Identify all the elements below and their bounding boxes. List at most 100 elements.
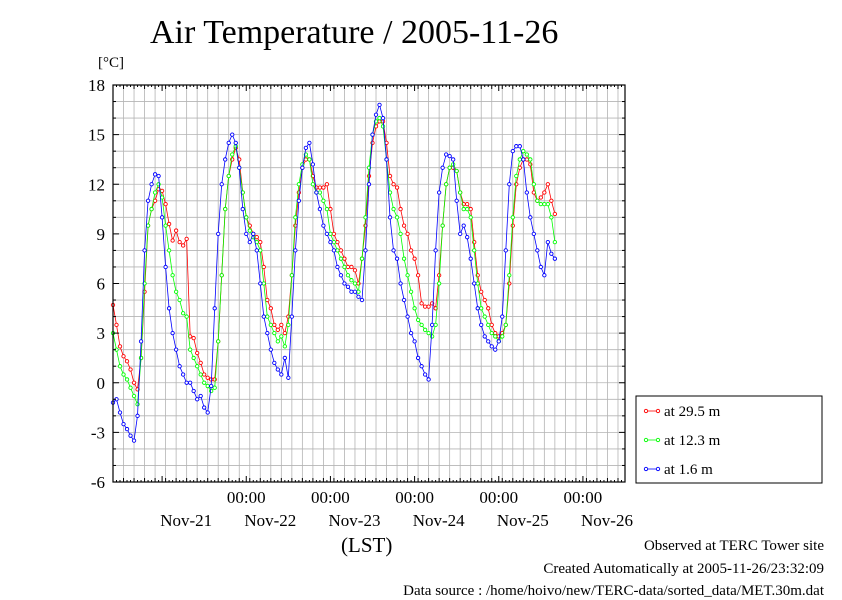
data-point [510,223,515,228]
data-point [335,248,340,253]
data-point [191,355,196,361]
data-point [328,239,333,245]
data-point [202,405,207,410]
data-point [216,339,221,344]
data-point [503,322,508,328]
data-point [415,273,421,278]
data-point [310,182,316,187]
data-point [296,182,302,187]
data-point [433,322,438,328]
data-point [426,304,431,309]
legend-box [635,395,823,484]
data-point [170,330,175,336]
data-point [408,330,414,336]
data-point [156,173,161,179]
data-point [244,215,249,220]
data-point [545,201,550,207]
data-point [447,153,452,159]
data-point [359,256,365,261]
x-date-label: Nov-22 [244,511,296,530]
data-point [121,354,126,359]
data-point [247,239,252,245]
x-date-label: Nov-21 [160,511,212,530]
data-point [496,339,501,344]
data-point [356,294,361,299]
data-point [482,297,487,303]
data-point [552,256,558,261]
data-point [370,132,375,137]
data-point [391,206,396,212]
y-tick-label: 18 [88,76,105,95]
data-point [219,273,224,278]
data-point [345,264,351,270]
y-tick-label: 3 [97,324,106,343]
data-point [408,289,414,294]
data-point [300,165,305,170]
data-point [230,132,235,137]
data-point [240,206,245,212]
data-point [268,306,273,311]
data-point [254,248,259,253]
data-point [535,248,540,253]
data-point [542,201,547,207]
data-point [173,289,179,294]
data-point [440,165,445,170]
data-point [212,385,217,390]
data-point [363,248,368,253]
data-point [286,322,291,328]
data-point [180,311,186,316]
data-point [282,330,287,336]
y-tick-label: 9 [97,225,106,244]
data-point [321,185,326,190]
y-tick-label: 6 [97,275,106,294]
y-tick-label: -6 [91,473,105,492]
data-point [412,256,417,261]
data-point [507,273,512,278]
data-point [328,231,333,237]
data-point [524,152,529,157]
data-point [436,281,442,286]
data-point [296,198,302,203]
data-point [507,281,512,286]
data-point [493,334,498,339]
data-point [128,385,133,390]
data-point [429,322,435,328]
data-point [503,248,508,253]
data-point [436,190,442,195]
data-point [352,281,358,286]
data-point [177,364,182,369]
data-point [482,314,487,319]
data-point [528,215,533,220]
series-layer [110,102,558,443]
data-point [317,190,323,195]
data-point [482,334,487,339]
data-point [391,248,396,253]
data-point [117,410,123,415]
data-point [324,206,330,212]
data-point [398,281,403,286]
x-time-label: 00:00 [479,488,518,507]
data-point [415,317,421,323]
data-point [426,330,431,336]
data-point [468,215,473,220]
data-point [152,190,158,195]
y-tick-label: 0 [97,374,106,393]
data-point [275,327,280,332]
data-point [321,198,326,203]
data-point [317,185,323,190]
data-point [440,223,445,228]
data-point [345,273,351,278]
data-point [114,322,119,328]
data-point [549,198,554,203]
data-point [212,377,217,382]
y-axis-unit: [°C] [98,55,124,71]
legend-swatch-point [655,466,661,472]
data-point [184,380,189,385]
data-point [159,215,165,220]
data-point [398,206,403,212]
data-point [195,364,200,369]
data-point [454,168,459,174]
data-point [524,190,529,195]
data-point [486,322,491,328]
data-point [401,256,407,261]
